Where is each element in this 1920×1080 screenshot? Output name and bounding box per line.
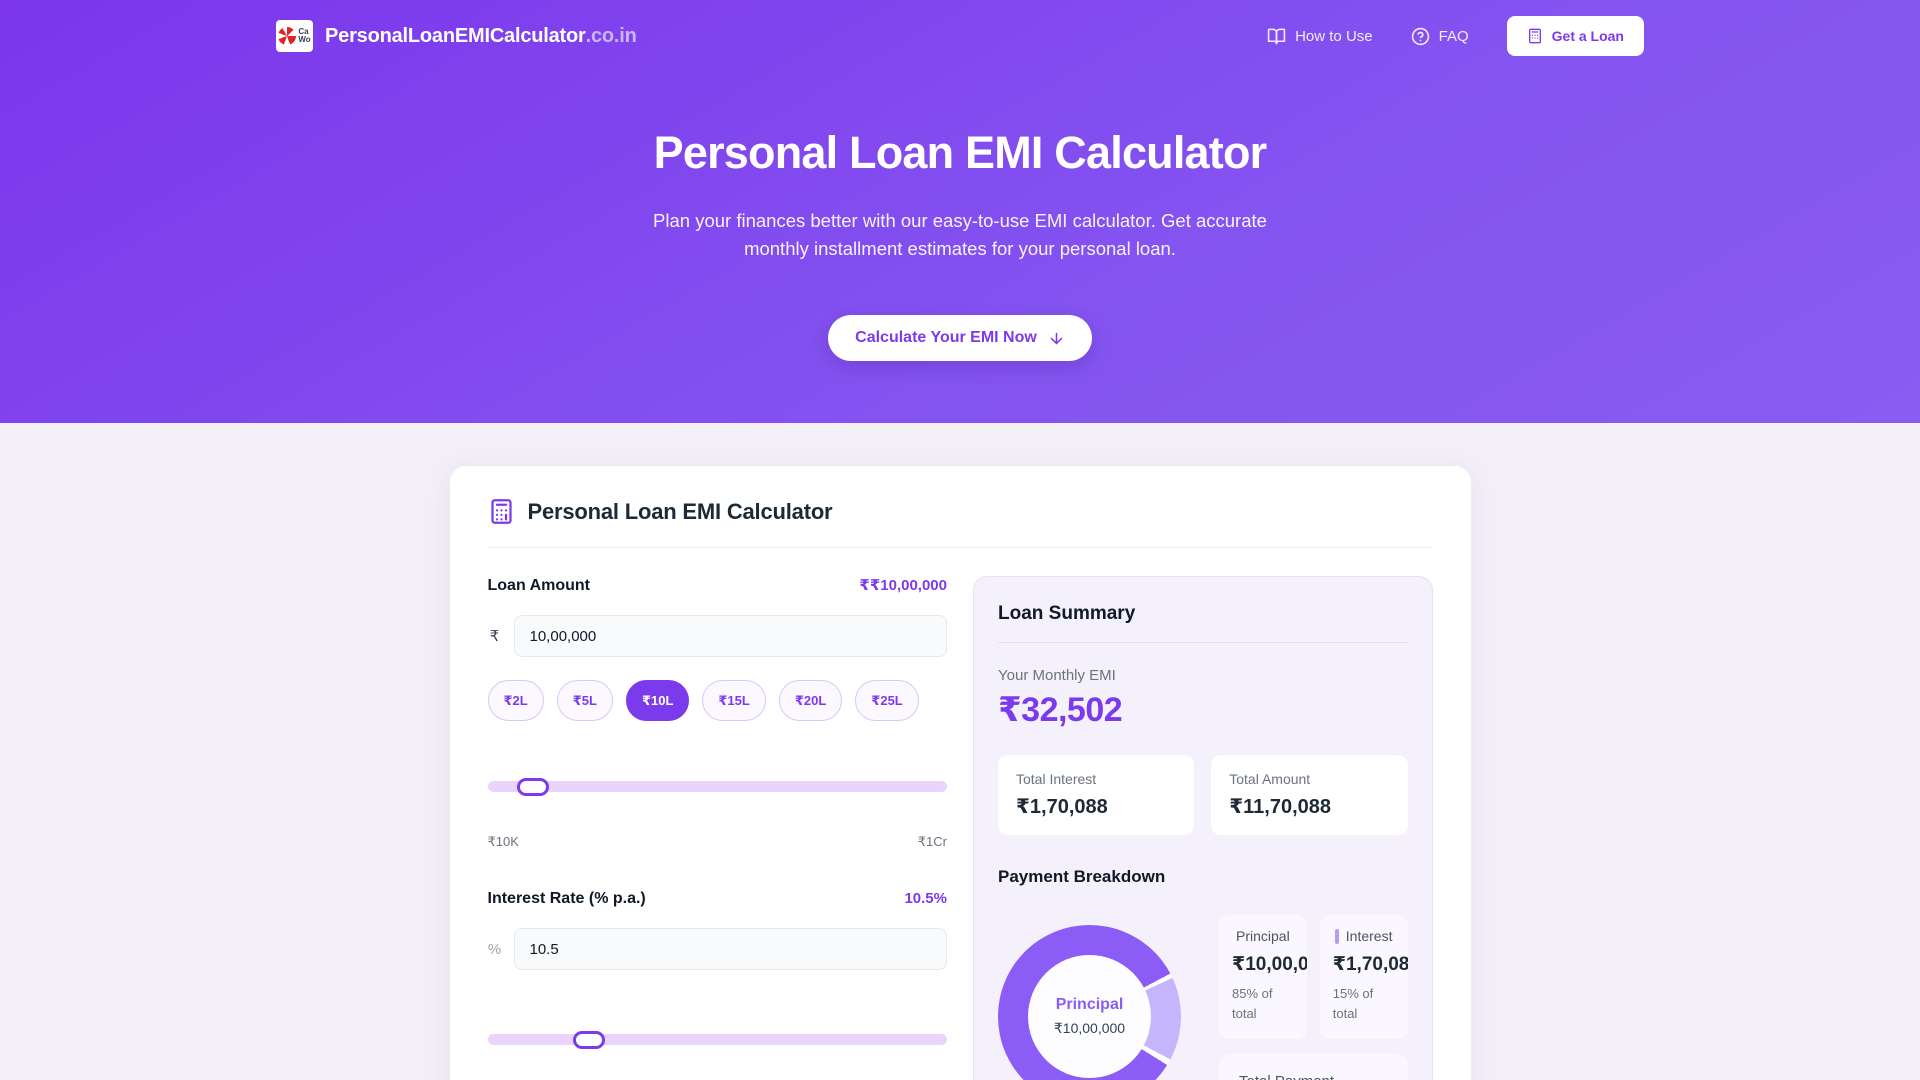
chip-10l-selected[interactable]: ₹10L (625, 680, 690, 721)
total-payment-card: Total Payment ₹11,70,088 (1219, 1054, 1408, 1080)
chip-20l[interactable]: ₹20L (778, 680, 843, 721)
interest-rate-display: 10.5% (904, 890, 947, 907)
monthly-emi-label: Your Monthly EMI (998, 667, 1116, 684)
page-subtitle: Plan your finances better with our easy-… (653, 210, 1267, 259)
nav-how-to-use[interactable]: How to Use (1267, 27, 1373, 46)
loan-summary-title: Loan Summary (998, 603, 1408, 643)
principal-legend-label: Principal (1236, 928, 1290, 944)
header-nav: How to Use FAQ Get a Loan (1267, 16, 1644, 56)
loan-amount-chips: ₹2L ₹5L ₹10L ₹15L ₹20L ₹25L (487, 680, 948, 721)
total-interest-value: ₹1,70,088 (1016, 796, 1108, 818)
chip-15l[interactable]: ₹15L (702, 680, 766, 721)
book-open-icon (1267, 28, 1286, 44)
main-content: Personal Loan EMI Calculator Loan Amount… (0, 423, 1920, 1080)
site-header: Ca Wo PersonalLoanEMICalculator.co.in Ho… (0, 0, 1920, 72)
total-amount-label: Total Amount (1229, 771, 1311, 787)
brand-logo: Ca Wo (276, 20, 313, 52)
interest-color-bar (1334, 928, 1339, 944)
arrow-down-icon (1050, 332, 1063, 344)
loan-amount-input[interactable] (513, 615, 947, 657)
percent-prefix: % (487, 940, 502, 958)
get-a-loan-button[interactable]: Get a Loan (1506, 16, 1644, 56)
total-amount-value: ₹11,70,088 (1229, 796, 1332, 818)
calculator-icon (1528, 28, 1541, 44)
donut-center-label: Principal (1055, 996, 1124, 1013)
interest-legend-card: Interest ₹1,70,088 15% of total (1319, 915, 1408, 1040)
loan-amount-label: Loan Amount (487, 577, 591, 594)
interest-rate-field: Interest Rate (% p.a.) 10.5% % 5% 30% (487, 890, 947, 1080)
brand-name: PersonalLoanEMICalculator.co.in (325, 24, 637, 47)
loan-amount-max: ₹1Cr (917, 834, 947, 849)
calculator-title: Personal Loan EMI Calculator (527, 498, 833, 524)
interest-rate-label: Interest Rate (% p.a.) (487, 890, 646, 907)
calculator-icon (490, 499, 512, 524)
page-title: Personal Loan EMI Calculator (653, 127, 1268, 178)
logo-text: Ca Wo (298, 27, 311, 44)
calculator-card: Personal Loan EMI Calculator Loan Amount… (449, 466, 1471, 1080)
chip-25l[interactable]: ₹25L (855, 680, 919, 721)
nav-label: How to Use (1295, 27, 1373, 45)
principal-legend-share: 85% of total (1232, 986, 1273, 1022)
monthly-emi-value: ₹32,502 (998, 691, 1123, 729)
interest-rate-slider-handle[interactable] (572, 1030, 605, 1049)
interest-legend-value: ₹1,70,088 (1332, 954, 1408, 975)
loan-amount-min: ₹10K (487, 834, 519, 849)
rupee-prefix: ₹ (489, 628, 500, 645)
donut-center-value: ₹10,00,000 (1053, 1020, 1126, 1036)
loan-amount-slider[interactable] (487, 777, 947, 796)
loan-amount-display: ₹₹10,00,000 (859, 577, 947, 594)
nav-faq[interactable]: FAQ (1411, 27, 1469, 46)
calculate-emi-button[interactable]: Calculate Your EMI Now (828, 315, 1092, 361)
interest-rate-slider[interactable] (487, 1030, 947, 1049)
payment-breakdown-title: Payment Breakdown (998, 867, 1166, 886)
logo-fan-icon (278, 27, 297, 45)
loan-amount-slider-handle[interactable] (517, 777, 550, 796)
loan-amount-field: Loan Amount ₹₹10,00,000 ₹ ₹2L ₹5L ₹10L ₹… (487, 576, 948, 850)
calculator-form: Loan Amount ₹₹10,00,000 ₹ ₹2L ₹5L ₹10L ₹… (487, 576, 948, 1080)
chip-5l[interactable]: ₹5L (556, 680, 613, 721)
nav-label: FAQ (1438, 27, 1469, 45)
interest-rate-input[interactable] (513, 928, 947, 970)
principal-legend-value: ₹10,00,000 (1232, 954, 1307, 975)
donut-center: Principal ₹10,00,000 (1028, 955, 1151, 1078)
total-payment-label: Total Payment (1239, 1073, 1388, 1080)
hero-section: Ca Wo PersonalLoanEMICalculator.co.in Ho… (0, 0, 1920, 423)
principal-legend-card: Principal ₹10,00,000 85% of total (1219, 915, 1307, 1040)
payment-donut[interactable]: Principal ₹10,00,000 (998, 925, 1181, 1080)
interest-legend-label: Interest (1333, 928, 1395, 944)
total-amount-card: Total Amount ₹11,70,088 (1211, 755, 1408, 835)
chip-2l[interactable]: ₹2L (487, 680, 544, 721)
help-circle-icon (1411, 27, 1429, 45)
total-interest-label: Total Interest (1016, 771, 1097, 787)
loan-summary-panel: Loan Summary Your Monthly EMI ₹32,502 To… (973, 576, 1433, 1080)
brand[interactable]: Ca Wo PersonalLoanEMICalculator.co.in (276, 20, 637, 52)
interest-legend-share: 15% of total (1332, 986, 1374, 1022)
total-interest-card: Total Interest ₹1,70,088 (998, 755, 1195, 835)
